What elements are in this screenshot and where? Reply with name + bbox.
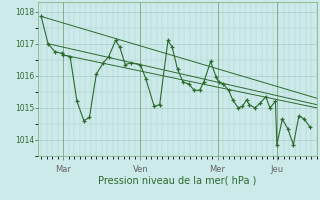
X-axis label: Pression niveau de la mer( hPa ): Pression niveau de la mer( hPa ) [99,175,257,185]
